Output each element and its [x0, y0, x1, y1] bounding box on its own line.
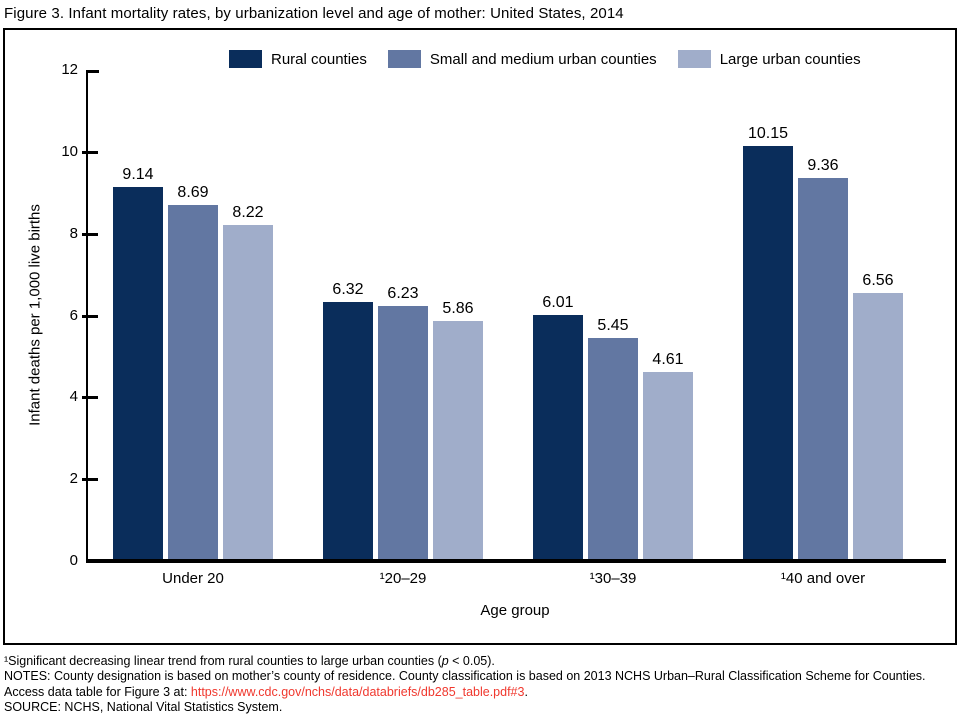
legend-item: Small and medium urban counties	[387, 50, 657, 68]
y-tick	[82, 150, 98, 154]
y-tick	[82, 232, 98, 236]
x-axis-title: Age group	[480, 602, 550, 619]
bar	[743, 145, 793, 561]
y-tick-label: 2	[69, 470, 78, 488]
footnotes: ¹Significant decreasing linear trend fro…	[4, 654, 954, 716]
bar	[588, 338, 638, 561]
legend-item: Rural counties	[229, 50, 367, 68]
footnote-notes-end: .	[524, 684, 528, 699]
bar-value-label: 10.15	[747, 124, 789, 142]
x-category-label: ¹20–29	[379, 570, 427, 587]
bar-value-label: 9.36	[807, 157, 839, 175]
bar-value-label: 6.23	[387, 285, 419, 303]
bar-value-label: 4.61	[652, 351, 684, 369]
y-tick	[82, 314, 98, 318]
legend-label: Small and medium urban counties	[429, 50, 657, 68]
bar	[168, 205, 218, 561]
x-category-label: Under 20	[162, 570, 224, 587]
y-tick-label: 12	[61, 61, 78, 78]
bar-value-label: 6.01	[542, 294, 574, 312]
bar	[113, 187, 163, 561]
bar-value-label: 6.32	[332, 281, 364, 299]
footnote-source: SOURCE: NCHS, National Vital Statistics …	[4, 700, 283, 715]
footnote-trend-end: < 0.05).	[448, 654, 495, 668]
bar	[533, 315, 583, 561]
footnote-trend-text: ¹Significant decreasing linear trend fro…	[4, 654, 442, 668]
bar	[643, 372, 693, 561]
bar-value-label: 5.86	[442, 300, 474, 318]
plot-area: 0 2 4 6 8 10 12 9.14 6.32 6.01 10.15 8.69 6.23 5.45 9.…	[5, 30, 955, 643]
y-tick-label: 6	[69, 306, 78, 324]
bar-value-label: 5.45	[597, 317, 629, 334]
figure-title: Figure 3. Infant mortality rates, by urb…	[4, 5, 624, 22]
y-tick-label: 10	[61, 142, 78, 160]
footnote-p-italic: p	[441, 654, 449, 668]
bar	[798, 178, 848, 561]
x-category-label: ¹30–39	[589, 570, 637, 587]
y-tick	[82, 478, 98, 482]
data-table-link[interactable]: https://www.cdc.gov/nchs/data/databriefs…	[190, 684, 525, 699]
x-axis-line	[86, 559, 946, 563]
legend-swatch-icon	[677, 50, 711, 68]
y-tick	[82, 396, 98, 400]
y-tick-label: 4	[69, 388, 78, 406]
bar	[223, 224, 273, 561]
footnote-notes: NOTES: County designation is based on mo…	[4, 669, 954, 700]
bar	[433, 321, 483, 561]
legend-label: Rural counties	[271, 50, 367, 68]
footnote-notes-text: NOTES: County designation is based on mo…	[4, 669, 926, 699]
legend: Rural counties Small and medium urban cou…	[229, 50, 861, 68]
y-axis-title: Infant deaths per 1,000 live births	[26, 204, 44, 426]
bar-value-label: 8.22	[232, 203, 264, 221]
x-category-label: ¹40 and over	[780, 570, 866, 587]
y-tick	[86, 70, 99, 73]
y-tick-label: 8	[69, 224, 78, 242]
bar-value-label: 8.69	[177, 184, 209, 202]
chart-area: 0 2 4 6 8 10 12 9.14 6.32 6.01 10.15 8.69 6.23 5.45 9.…	[3, 28, 957, 645]
footnote-trend: ¹Significant decreasing linear trend fro…	[4, 654, 954, 669]
bar	[378, 306, 428, 561]
bar-value-label: 9.14	[122, 166, 154, 184]
bar-value-label: 6.56	[862, 271, 894, 289]
legend-swatch-icon	[229, 50, 262, 68]
legend-swatch-icon	[387, 50, 421, 68]
y-tick-label: 0	[69, 552, 78, 569]
bar	[323, 302, 373, 561]
bar	[853, 292, 903, 561]
legend-item: Large urban counties	[677, 50, 861, 68]
legend-label: Large urban counties	[719, 50, 861, 68]
